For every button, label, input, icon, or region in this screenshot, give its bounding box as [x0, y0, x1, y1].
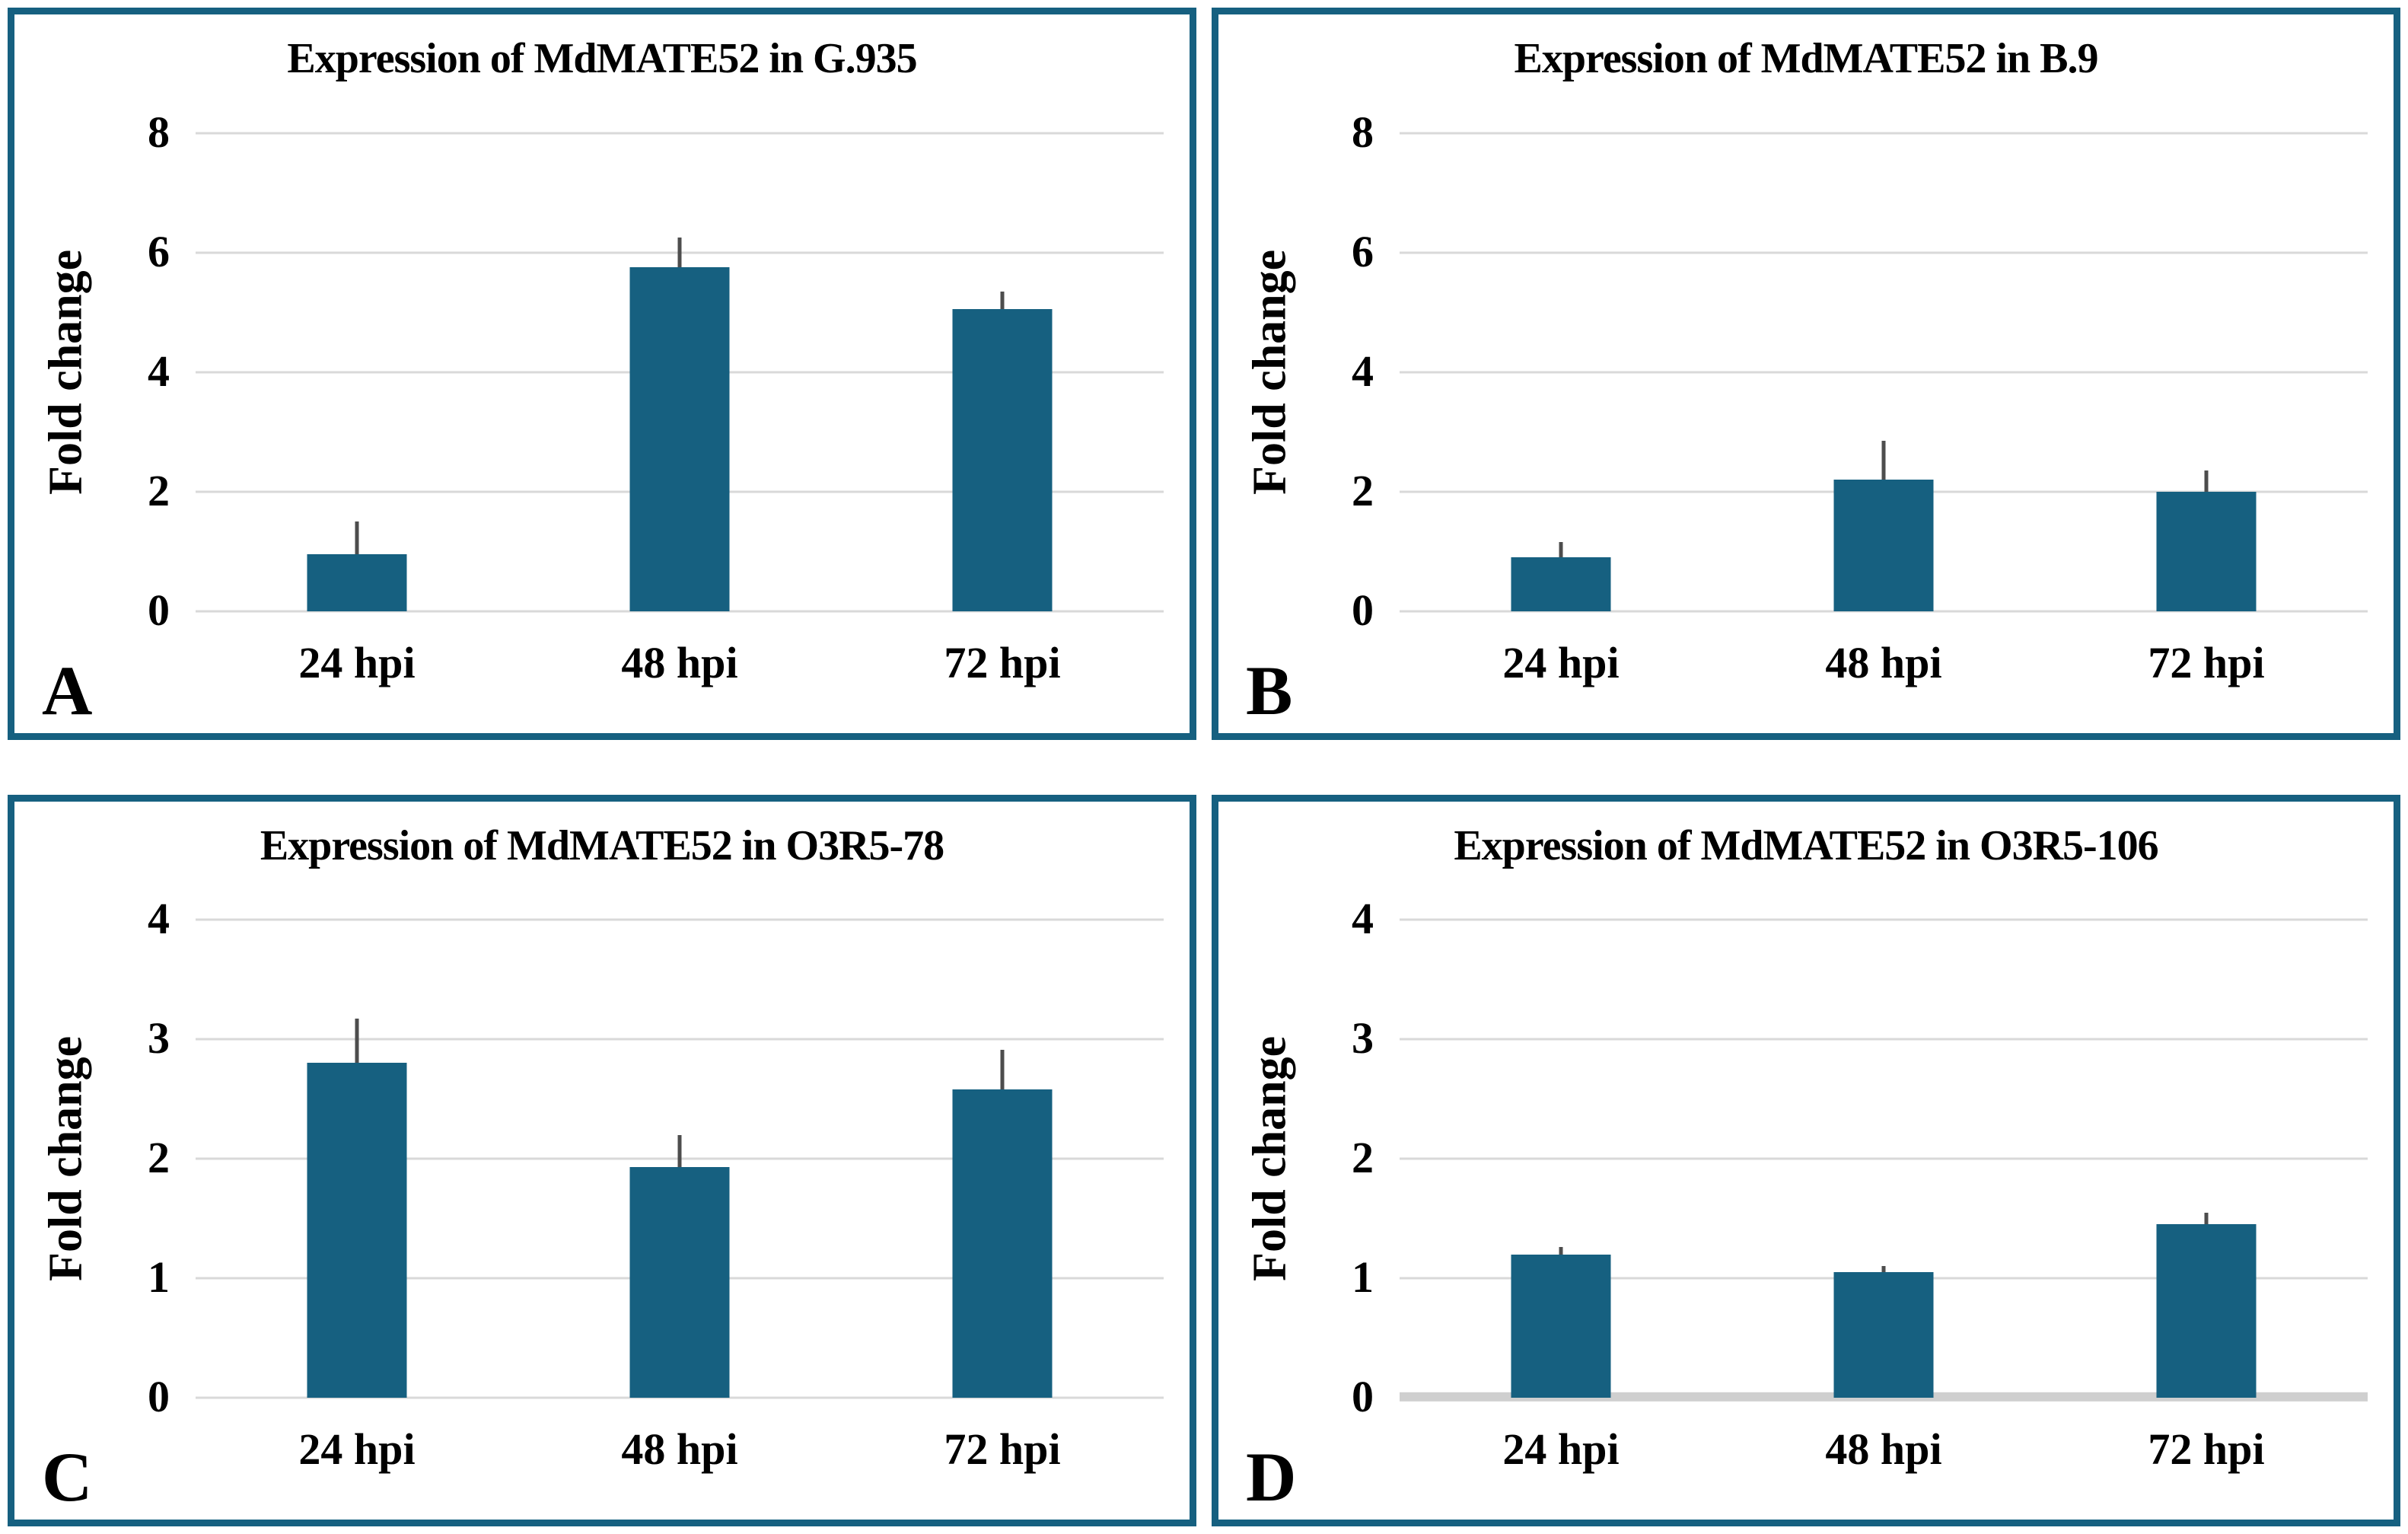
bar-72-hpi	[2156, 491, 2257, 611]
y-tick-label: 3	[148, 1013, 170, 1063]
x-tick-label: 72 hpi	[2148, 637, 2265, 687]
y-tick-label: 2	[1352, 465, 1374, 515]
error-bar	[1881, 440, 1886, 480]
x-tick-label: 24 hpi	[1502, 1424, 1620, 1474]
gridline	[1400, 1038, 2368, 1041]
y-tick-label: 0	[148, 585, 170, 635]
x-tick-label: 48 hpi	[1825, 1424, 1942, 1474]
y-axis-ticks: 4 3 2 1 0	[1307, 896, 1400, 1418]
panel-a: Expression of MdMATE52 in G.935 Fold cha…	[8, 8, 1196, 740]
gridline	[1400, 132, 2368, 135]
panel-letter: D	[1246, 1438, 1297, 1516]
panel-d: Expression of MdMATE52 in O3R5-106 Fold …	[1212, 794, 2400, 1526]
gridline	[196, 610, 1164, 612]
y-tick-label: 8	[148, 107, 170, 157]
gridline	[1400, 1157, 2368, 1160]
gridline	[1400, 610, 2368, 612]
bar-24-hpi	[307, 553, 407, 611]
error-bar	[1559, 542, 1563, 557]
x-tick-label: 48 hpi	[621, 1424, 738, 1474]
chart-title: Expression of MdMATE52 in B.9	[1514, 35, 2098, 82]
y-axis-ticks: 4 3 2 1 0	[103, 896, 196, 1418]
y-axis-label: Fold change	[1244, 1036, 1296, 1282]
bar-24-hpi	[1511, 1254, 1611, 1398]
error-bar	[1881, 1266, 1886, 1273]
error-bar	[355, 1019, 359, 1064]
x-tick-label: 48 hpi	[621, 637, 738, 687]
y-tick-label: 8	[1352, 107, 1374, 157]
y-tick-label: 0	[1352, 585, 1374, 635]
bar-72-hpi	[2156, 1224, 2257, 1398]
error-bar	[2204, 1212, 2209, 1225]
chart-area: Fold change 8 6 4 2 0 24 hpi 48 hpi 72 hpi	[1234, 110, 2378, 733]
x-tick-label: 48 hpi	[1825, 637, 1942, 687]
error-bar	[1000, 291, 1005, 310]
y-tick-label: 1	[1352, 1252, 1374, 1302]
y-tick-label: 0	[1352, 1371, 1374, 1421]
panel-letter: C	[42, 1438, 93, 1516]
x-tick-label: 24 hpi	[1502, 637, 1620, 687]
error-bar	[1000, 1050, 1005, 1090]
bar-72-hpi	[952, 309, 1053, 611]
gridline	[196, 132, 1164, 135]
y-tick-label: 0	[148, 1371, 170, 1421]
gridline	[1400, 918, 2368, 921]
y-tick-label: 4	[1352, 346, 1374, 396]
plot-area: 24 hpi 48 hpi 72 hpi	[196, 132, 1164, 687]
y-axis-label: Fold change	[1244, 249, 1296, 495]
panel-letter: A	[42, 651, 93, 729]
y-tick-label: 2	[148, 465, 170, 515]
plot-area: 24 hpi 48 hpi 72 hpi	[196, 918, 1164, 1474]
bar-24-hpi	[307, 1063, 407, 1398]
gridline	[196, 918, 1164, 921]
gridline	[1400, 251, 2368, 254]
x-tick-label: 24 hpi	[298, 637, 416, 687]
error-bar	[677, 1134, 682, 1168]
panel-c: Expression of MdMATE52 in O3R5-78 Fold c…	[8, 794, 1196, 1526]
chart-area: Fold change 4 3 2 1 0 24 hpi 48 hpi 72 hpi	[1234, 896, 2378, 1520]
bar-48-hpi	[1833, 479, 1934, 611]
y-axis-label: Fold change	[40, 249, 92, 495]
error-bar	[1559, 1247, 1563, 1255]
x-tick-label: 72 hpi	[944, 637, 1061, 687]
y-tick-label: 4	[148, 893, 170, 943]
x-tick-label: 72 hpi	[944, 1424, 1061, 1474]
y-tick-label: 6	[148, 226, 170, 276]
y-tick-label: 1	[148, 1252, 170, 1302]
gridline	[196, 1038, 1164, 1041]
y-tick-label: 4	[1352, 893, 1374, 943]
bar-48-hpi	[629, 1167, 730, 1398]
y-tick-label: 4	[148, 346, 170, 396]
chart-title: Expression of MdMATE52 in O3R5-106	[1454, 821, 2158, 869]
y-axis-label: Fold change	[40, 1036, 92, 1282]
chart-title: Expression of MdMATE52 in G.935	[287, 35, 917, 82]
bar-48-hpi	[1833, 1272, 1934, 1398]
y-tick-label: 3	[1352, 1013, 1374, 1063]
error-bar	[2204, 470, 2209, 492]
chart-area: Fold change 4 3 2 1 0 24 hpi 48 hpi 72 hpi	[30, 896, 1174, 1520]
gridline	[196, 1396, 1164, 1399]
y-tick-label: 2	[1352, 1132, 1374, 1182]
x-tick-label: 72 hpi	[2148, 1424, 2265, 1474]
error-bar	[355, 521, 359, 554]
x-tick-label: 24 hpi	[298, 1424, 416, 1474]
y-axis-ticks: 8 6 4 2 0	[1307, 110, 1400, 632]
bar-72-hpi	[952, 1089, 1053, 1398]
y-tick-label: 6	[1352, 226, 1374, 276]
chart-title: Expression of MdMATE52 in O3R5-78	[260, 821, 944, 869]
plot-area: 24 hpi 48 hpi 72 hpi	[1400, 132, 2368, 687]
bar-48-hpi	[629, 267, 730, 611]
panel-b: Expression of MdMATE52 in B.9 Fold chang…	[1212, 8, 2400, 740]
gridline	[1400, 371, 2368, 374]
chart-area: Fold change 8 6 4 2 0 24 hpi 48 hpi 72 hpi	[30, 110, 1174, 733]
plot-area: 24 hpi 48 hpi 72 hpi	[1400, 918, 2368, 1474]
panel-letter: B	[1246, 651, 1293, 729]
error-bar	[677, 237, 682, 268]
y-tick-label: 2	[148, 1132, 170, 1182]
y-axis-ticks: 8 6 4 2 0	[103, 110, 196, 632]
bar-24-hpi	[1511, 557, 1611, 611]
